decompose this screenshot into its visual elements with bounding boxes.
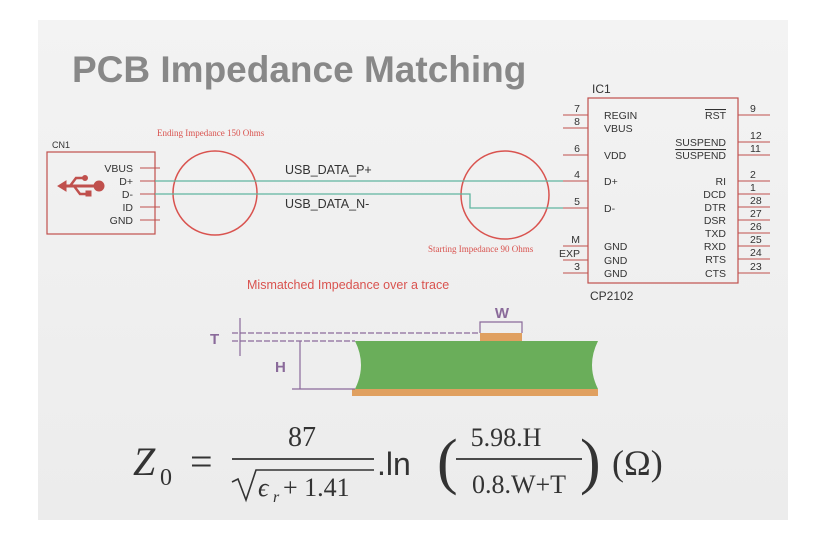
pin-number: 4	[574, 169, 580, 181]
inner-numerator: 5.98.H	[471, 423, 542, 452]
pin-name: GND	[110, 215, 134, 227]
pin-number: 8	[574, 116, 580, 128]
paren: (	[437, 428, 458, 496]
equals: =	[190, 439, 213, 484]
pin-name: ID	[123, 202, 134, 214]
pin-number: M	[571, 234, 580, 246]
symbol: Z	[133, 439, 156, 484]
dim-label: W	[495, 305, 510, 322]
permittivity-sub: r	[273, 489, 280, 506]
net-label: USB_DATA_N-	[285, 197, 369, 211]
pin-number: 28	[750, 195, 762, 207]
pin-number: 7	[574, 103, 580, 115]
pin-number: EXP	[559, 248, 580, 260]
dim-label: H	[275, 359, 286, 376]
pin-number: 25	[750, 234, 762, 246]
permittivity: ϵ	[258, 473, 270, 502]
pin-name: DTR	[704, 202, 726, 214]
formula: Z 0 = 87 ϵ r + 1.41 .ln ( 5.98.H 0.8.W+T…	[133, 422, 663, 506]
pin-name: VBUS	[604, 123, 633, 135]
title: PCB Impedance Matching	[72, 49, 526, 90]
ln: .ln	[377, 446, 411, 482]
annotation: Starting Impedance 90 Ohms	[428, 244, 534, 254]
start-circle	[460, 150, 550, 240]
pin-number: 9	[750, 103, 756, 115]
annotation: Mismatched Impedance over a trace	[247, 278, 449, 292]
ic-box	[587, 97, 739, 284]
pin-number: 1	[750, 182, 756, 194]
pin-name: RI	[716, 176, 727, 188]
pin-name: RTS	[705, 254, 726, 266]
pin-number: 26	[750, 221, 762, 233]
denominator: + 1.41	[283, 473, 350, 502]
pin-name: D-	[122, 189, 134, 201]
ic-part: CP2102	[590, 289, 634, 303]
dim-label: T	[210, 331, 219, 348]
pin-name: GND	[604, 268, 628, 280]
end-circle	[172, 150, 258, 236]
pin-name: D-	[604, 203, 616, 215]
pin-name: D+	[119, 176, 133, 188]
pin-name: SUSPEND	[675, 137, 726, 149]
cross-section: W T H	[210, 305, 598, 396]
subscript: 0	[160, 465, 172, 491]
pin-name: VDD	[604, 150, 627, 162]
pin-name: VBUS	[104, 163, 133, 175]
pin-number: 5	[574, 196, 580, 208]
net-label: USB_DATA_P+	[285, 163, 372, 177]
usb-icon	[57, 175, 105, 197]
connector-label: CN1	[52, 140, 70, 150]
trace-n	[155, 193, 563, 209]
pin-number: 6	[574, 143, 580, 155]
pin-number: 27	[750, 208, 762, 220]
pin-number: 11	[750, 143, 761, 155]
annotation: Ending Impedance 150 Ohms	[157, 128, 265, 138]
inner-denominator: 0.8.W+T	[472, 470, 566, 499]
pin-name: D+	[604, 176, 618, 188]
pin-number: 23	[750, 261, 762, 273]
connector-box	[46, 151, 156, 235]
ic-label: IC1	[592, 82, 611, 96]
pin-name: CTS	[705, 268, 726, 280]
pin-name: DSR	[704, 215, 727, 227]
paren: )	[580, 428, 601, 496]
pin-name: SUSPEND	[675, 150, 726, 162]
pin-name: DCD	[703, 189, 726, 201]
pin-name: GND	[604, 255, 628, 267]
pin-name: RST	[705, 110, 727, 122]
pin-name: TXD	[705, 228, 726, 240]
pin-number: 2	[750, 169, 756, 181]
pin-name: REGIN	[604, 110, 637, 122]
pin-number: 24	[750, 247, 762, 259]
panel	[38, 20, 788, 520]
pin-name: GND	[604, 241, 628, 253]
pin-number: 12	[750, 130, 762, 142]
unit: (Ω)	[612, 443, 663, 483]
pin-name: RXD	[704, 241, 727, 253]
pin-number: 3	[574, 261, 580, 273]
numerator: 87	[288, 422, 316, 453]
